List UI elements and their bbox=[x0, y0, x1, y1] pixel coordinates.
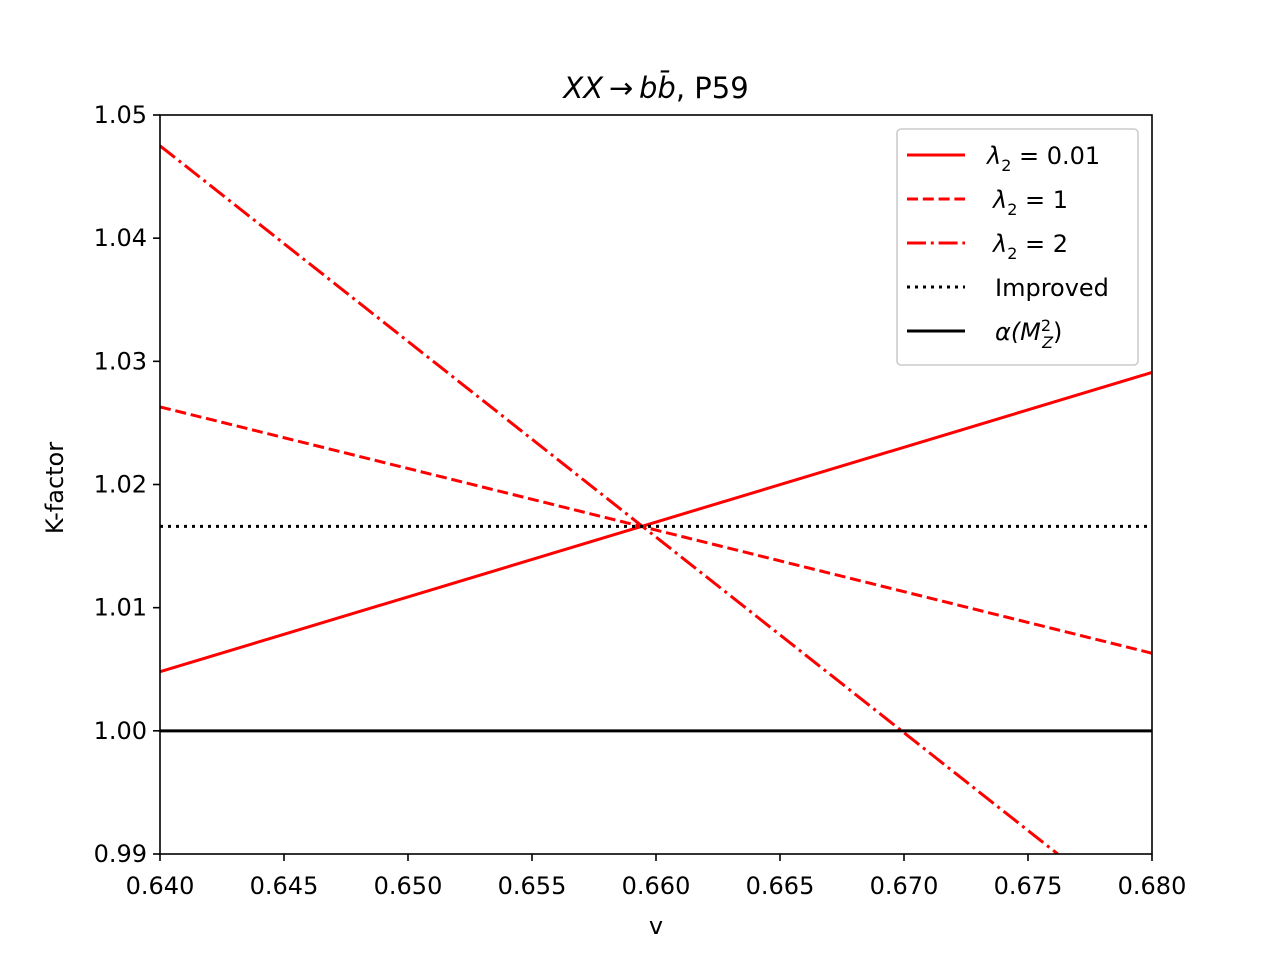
legend-label-main: α(M bbox=[995, 318, 1041, 346]
legend-label-value: ) bbox=[1053, 318, 1062, 346]
legend-label-1: λ2 = 0.01 bbox=[985, 142, 1100, 175]
chart-title: XX → bb̄, P59 bbox=[561, 71, 748, 105]
legend-label-sub: 2 bbox=[1007, 244, 1017, 263]
chart-title-bbar: b̄ bbox=[657, 71, 675, 105]
y-tick-label: 1.00 bbox=[94, 717, 147, 745]
x-axis: 0.640 0.645 0.650 0.655 0.660 0.665 0.670 0.675… bbox=[126, 854, 1187, 900]
series-line-2 bbox=[160, 405, 1152, 655]
x-tick-label: 0.645 bbox=[250, 872, 319, 900]
legend-label-sup: 2 bbox=[1041, 316, 1051, 335]
legend-box bbox=[896, 128, 1139, 366]
y-tick-label: 0.99 bbox=[94, 840, 147, 868]
legend-label-5: α(M2 Z) bbox=[995, 316, 1062, 352]
legend-label-sub: 2 bbox=[1007, 200, 1017, 219]
legend-label-main: Improved bbox=[995, 274, 1109, 302]
y-tick-label: 1.02 bbox=[94, 471, 147, 499]
legend-label-main: λ bbox=[985, 142, 1001, 170]
y-axis: 0.99 1.00 1.01 1.02 1.03 1.04 1.05 bbox=[94, 101, 160, 868]
legend-label-sub: Z bbox=[1041, 333, 1054, 352]
legend-label-4: Improved bbox=[995, 274, 1109, 302]
series-layer bbox=[160, 144, 1152, 854]
x-tick-label: 0.670 bbox=[870, 872, 939, 900]
chart-title-math: XX → b bbox=[561, 71, 657, 105]
x-tick-label: 0.660 bbox=[622, 872, 691, 900]
x-tick-label: 0.650 bbox=[374, 872, 443, 900]
x-tick-label: 0.665 bbox=[746, 872, 815, 900]
legend-label-value: = 0.01 bbox=[1011, 142, 1100, 170]
y-axis-label: K-factor bbox=[41, 442, 69, 534]
legend-label-3: λ2 = 2 bbox=[991, 230, 1068, 263]
y-tick-label: 1.03 bbox=[94, 347, 147, 375]
y-tick-label: 1.01 bbox=[94, 594, 147, 622]
x-tick-label: 0.675 bbox=[994, 872, 1063, 900]
legend-label-main: λ bbox=[991, 230, 1007, 258]
legend-label-main: λ bbox=[991, 186, 1007, 214]
legend-label-sub: 2 bbox=[1001, 156, 1011, 175]
x-tick-label: 0.655 bbox=[498, 872, 567, 900]
y-tick-label: 1.05 bbox=[94, 101, 147, 129]
chart-title-suffix: , P59 bbox=[676, 71, 749, 105]
legend-label-value: = 1 bbox=[1017, 186, 1068, 214]
series-line-3 bbox=[160, 144, 1059, 854]
y-tick-label: 1.04 bbox=[94, 224, 147, 252]
series-line-1 bbox=[160, 370, 1152, 674]
legend-label-value: = 2 bbox=[1017, 230, 1068, 258]
legend-label-2: λ2 = 1 bbox=[991, 186, 1068, 219]
x-tick-label: 0.640 bbox=[126, 872, 195, 900]
x-tick-label: 0.680 bbox=[1118, 872, 1187, 900]
x-axis-label: v bbox=[649, 912, 663, 940]
